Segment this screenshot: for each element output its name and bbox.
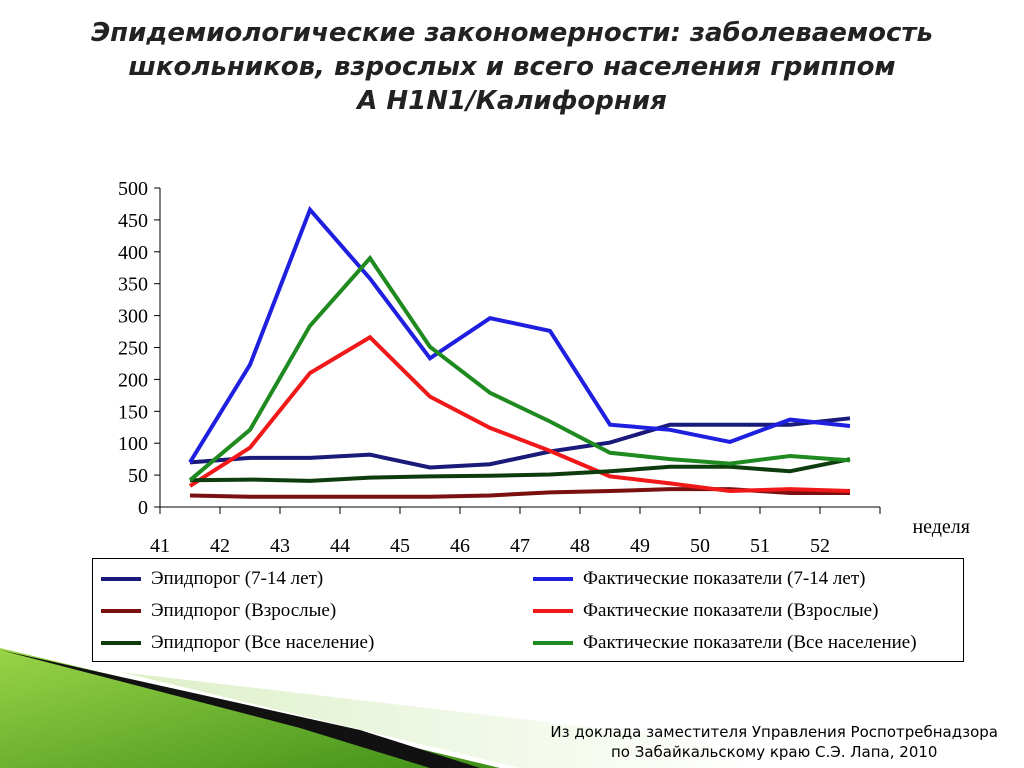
series-line-5 <box>188 254 851 482</box>
legend-swatch <box>101 641 141 645</box>
y-tick-label: 400 <box>118 242 148 264</box>
chart-legend: Эпидпорог (7-14 лет) Фактические показат… <box>92 558 964 662</box>
y-tick-label: 250 <box>118 338 148 360</box>
title-line-1: Эпидемиологические закономерности: забол… <box>91 18 933 48</box>
series-line-3 <box>188 334 851 494</box>
x-tick-label: 41 <box>150 535 170 557</box>
legend-swatch <box>101 577 141 581</box>
x-tick-label: 45 <box>390 535 410 557</box>
x-tick-label: 42 <box>210 535 230 557</box>
x-tick-label: 50 <box>690 535 710 557</box>
legend-label: Эпидпорог (7-14 лет) <box>151 568 324 589</box>
incidence-line-chart: 0 50 100 150 200 250 300 350 400 450 500 41 42 43 44 45… <box>118 178 970 557</box>
x-tick-label: 52 <box>810 535 830 557</box>
y-tick-label: 500 <box>118 178 148 200</box>
title-line-2: школьников, взрослых и всего населения г… <box>128 52 896 82</box>
series-line-1 <box>188 205 851 464</box>
x-tick-label: 47 <box>510 535 530 557</box>
swoosh-green-band <box>0 648 500 768</box>
title-line-3: А H1N1/Калифорния <box>357 86 667 116</box>
x-axis-label: неделя <box>912 516 970 538</box>
y-tick-label: 300 <box>118 306 148 328</box>
legend-item-series-4: Эпидпорог (Все население) <box>101 631 374 655</box>
legend-item-series-3: Фактические показатели (Взрослые) <box>533 599 878 623</box>
legend-label: Эпидпорог (Взрослые) <box>151 600 337 621</box>
y-tick-label: 450 <box>118 210 148 232</box>
legend-item-series-2: Эпидпорог (Взрослые) <box>101 599 336 623</box>
source-credit: Из доклада заместителя Управления Роспот… <box>550 722 998 762</box>
slide-title: Эпидемиологические закономерности: забол… <box>0 16 1024 118</box>
source-line-2: по Забайкальскому краю С.Э. Лапа, 2010 <box>610 743 938 761</box>
legend-swatch <box>101 609 141 613</box>
legend-item-series-0: Эпидпорог (7-14 лет) <box>101 567 323 591</box>
y-tick-label: 150 <box>118 401 148 423</box>
y-tick-label: 50 <box>128 465 148 487</box>
series-line-0 <box>189 416 851 470</box>
x-tick-label: 46 <box>450 535 470 557</box>
y-tick-label: 100 <box>118 433 148 455</box>
legend-swatch <box>533 609 573 613</box>
x-tick-label: 51 <box>750 535 770 557</box>
legend-label: Фактические показатели (7-14 лет) <box>583 568 866 589</box>
x-tick-label: 48 <box>570 535 590 557</box>
series-line-4 <box>189 457 851 483</box>
legend-label: Эпидпорог (Все население) <box>151 632 375 653</box>
x-tick-label: 49 <box>630 535 650 557</box>
legend-label: Фактические показатели (Все население) <box>583 632 917 653</box>
y-tick-label: 200 <box>118 369 148 391</box>
legend-swatch <box>533 577 573 581</box>
legend-item-series-1: Фактические показатели (7-14 лет) <box>533 567 865 591</box>
x-tick-label: 43 <box>270 535 290 557</box>
legend-label: Фактические показатели (Взрослые) <box>583 600 879 621</box>
swoosh-dark-band <box>0 650 480 768</box>
y-tick-label: 0 <box>138 497 148 519</box>
source-line-1: Из доклада заместителя Управления Роспот… <box>550 723 998 741</box>
legend-item-series-5: Фактические показатели (Все население) <box>533 631 917 655</box>
legend-swatch <box>533 641 573 645</box>
y-tick-label: 350 <box>118 274 148 296</box>
x-tick-label: 44 <box>330 535 350 557</box>
